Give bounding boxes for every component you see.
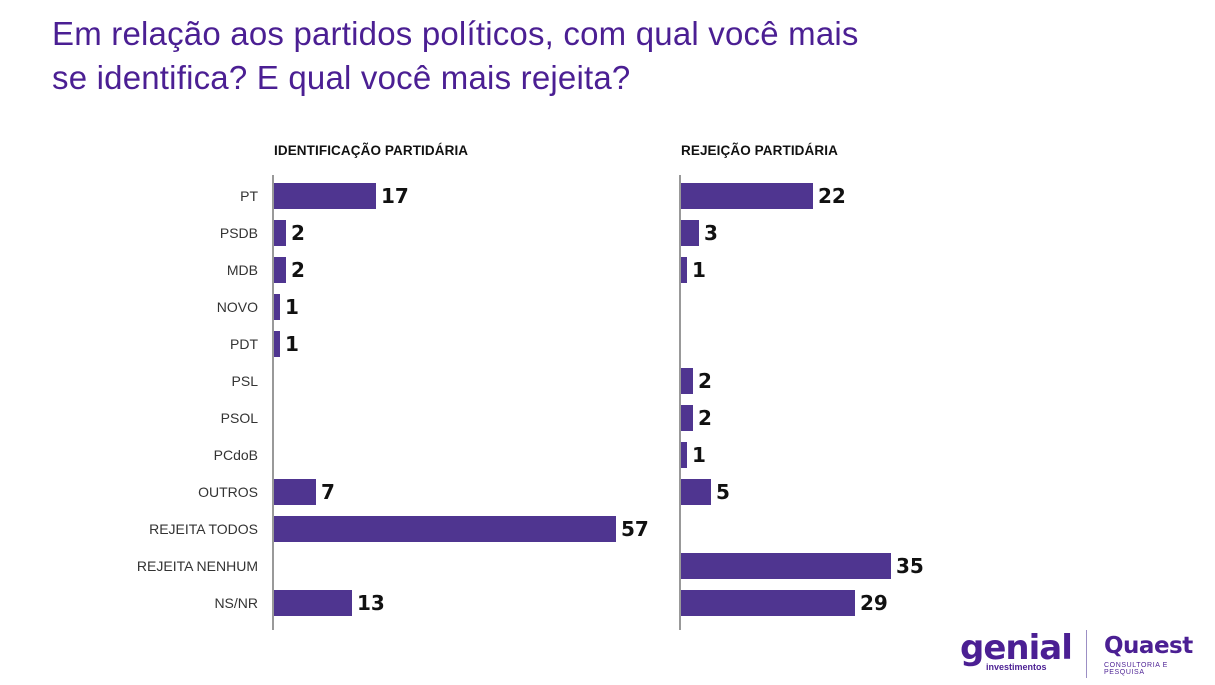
ident-bar	[274, 516, 616, 542]
ident-bar	[274, 479, 316, 505]
rej-bar	[681, 257, 687, 283]
rej-bar	[681, 553, 891, 579]
genial-logo-subtitle: investimentos	[986, 662, 1047, 672]
ident-value-label: 13	[357, 591, 385, 615]
title-line-2: se identifica? E qual você mais rejeita?	[52, 59, 631, 96]
category-label: PDT	[230, 336, 258, 352]
rej-bar	[681, 183, 813, 209]
rej-bar	[681, 405, 693, 431]
chart-title: Em relação aos partidos políticos, com q…	[52, 12, 1052, 100]
ident-value-label: 2	[291, 258, 305, 282]
category-label: PSL	[232, 373, 259, 389]
ident-value-label: 7	[321, 480, 335, 504]
rej-value-label: 35	[896, 554, 924, 578]
rej-bar	[681, 442, 687, 468]
category-label: PCdoB	[214, 447, 258, 463]
category-label: PSDB	[220, 225, 258, 241]
ident-bar	[274, 294, 280, 320]
category-label: PSOL	[221, 410, 259, 426]
rej-value-label: 1	[692, 258, 706, 282]
category-label: NOVO	[217, 299, 258, 315]
rej-value-label: 2	[698, 406, 712, 430]
ident-value-label: 1	[285, 332, 299, 356]
identification-panel-title: IDENTIFICAÇÃO PARTIDÁRIA	[274, 143, 469, 158]
ident-bar	[274, 220, 286, 246]
rej-bar	[681, 368, 693, 394]
quaest-logo: Quaest	[1104, 633, 1193, 659]
logo-divider	[1086, 630, 1087, 678]
ident-value-label: 1	[285, 295, 299, 319]
rej-value-label: 29	[860, 591, 888, 615]
category-label: PT	[240, 188, 258, 204]
rej-value-label: 3	[704, 221, 718, 245]
ident-bar	[274, 257, 286, 283]
category-label: MDB	[227, 262, 258, 278]
ident-bar	[274, 590, 352, 616]
rej-value-label: 1	[692, 443, 706, 467]
title-line-1: Em relação aos partidos políticos, com q…	[52, 15, 859, 52]
category-label: REJEITA NENHUM	[137, 558, 258, 574]
category-label: OUTROS	[198, 484, 258, 500]
quaest-logo-subtitle: CONSULTORIA E PESQUISA	[1104, 662, 1168, 676]
rej-value-label: 22	[818, 184, 846, 208]
ident-value-label: 17	[381, 184, 409, 208]
rej-bar	[681, 479, 711, 505]
category-label: REJEITA TODOS	[149, 521, 258, 537]
rej-bar	[681, 220, 699, 246]
rej-bar	[681, 590, 855, 616]
rej-value-label: 2	[698, 369, 712, 393]
rej-value-label: 5	[716, 480, 730, 504]
category-label: NS/NR	[214, 595, 258, 611]
genial-logo: genial	[960, 628, 1073, 668]
ident-value-label: 57	[621, 517, 649, 541]
ident-bar	[274, 331, 280, 357]
ident-bar	[274, 183, 376, 209]
rejection-panel-title: REJEIÇÃO PARTIDÁRIA	[681, 143, 838, 158]
logos: genial investimentos Quaest CONSULTORIA …	[960, 628, 1210, 683]
ident-value-label: 2	[291, 221, 305, 245]
